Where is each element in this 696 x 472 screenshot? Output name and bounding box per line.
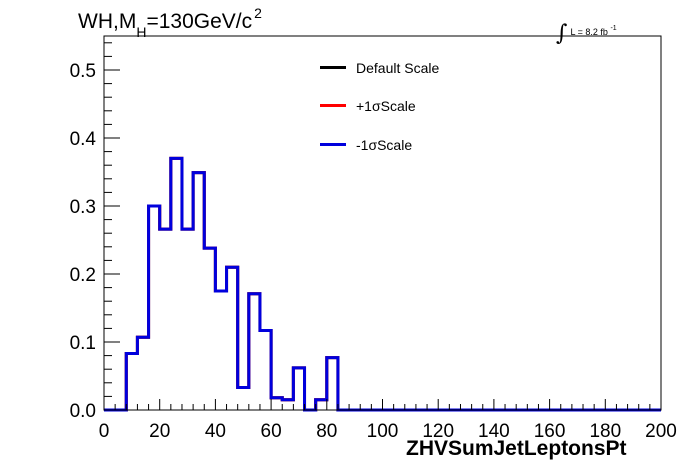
x-axis: 0 20 40 60 80 100 120 140 160 180 200 — [99, 399, 677, 442]
legend-swatch-default — [320, 65, 346, 69]
y-tick-label: 0.3 — [70, 197, 96, 218]
legend-item-default: Default Scale — [320, 60, 439, 76]
x-tick-label: 20 — [149, 421, 170, 442]
series-line-1 — [104, 156, 661, 412]
x-tick-label: 0 — [99, 421, 110, 442]
series-line-2 — [104, 156, 661, 412]
y-tick-label: 0.0 — [70, 401, 96, 422]
series-line-0 — [104, 156, 661, 412]
lumi-superscript: -1 — [610, 25, 617, 32]
y-tick-label: 0.4 — [70, 129, 97, 150]
y-tick-label: 0.1 — [70, 333, 96, 354]
title-value: =130GeV/c — [146, 10, 253, 33]
x-axis-title: ZHVSumJetLeptonsPt — [406, 437, 627, 460]
y-tick-label: 0.2 — [70, 265, 96, 286]
legend-label-plus1sigma: +1σScale — [356, 98, 416, 114]
x-tick-label: 200 — [645, 421, 677, 442]
legend-label-default: Default Scale — [356, 60, 440, 76]
x-tick-label: 100 — [367, 421, 399, 442]
x-tick-label: 80 — [316, 421, 337, 442]
y-tick-label: 0.5 — [70, 61, 96, 82]
legend-item-plus1sigma: +1σScale — [320, 98, 416, 114]
x-tick-label: 160 — [534, 421, 566, 442]
x-tick-label: 140 — [478, 421, 510, 442]
x-tick-label: 180 — [589, 421, 621, 442]
legend-item-minus1sigma: -1σScale — [320, 137, 412, 153]
legend-swatch-minus1sigma — [320, 142, 346, 146]
luminosity-label: ∫ L = 8.2 fb -1 — [556, 16, 617, 46]
legend-label-minus1sigma: -1σScale — [356, 137, 413, 153]
lumi-text: L = 8.2 fb — [570, 27, 608, 37]
x-tick-label: 120 — [422, 421, 454, 442]
title-superscript: 2 — [254, 5, 262, 21]
legend-swatch-plus1sigma — [320, 103, 346, 107]
title-subscript: H — [136, 24, 147, 40]
y-axis: 0.0 0.1 0.2 0.3 0.4 0.5 — [70, 42, 120, 422]
plot-frame — [103, 35, 662, 411]
integral-sign-icon: ∫ — [556, 21, 568, 46]
x-tick-label: 40 — [205, 421, 226, 442]
series-layer — [104, 156, 661, 412]
chart-title: WH,MH=130GeV/c 2 — [78, 5, 262, 40]
title-prefix: WH,M — [78, 10, 137, 33]
x-tick-label: 60 — [261, 421, 282, 442]
